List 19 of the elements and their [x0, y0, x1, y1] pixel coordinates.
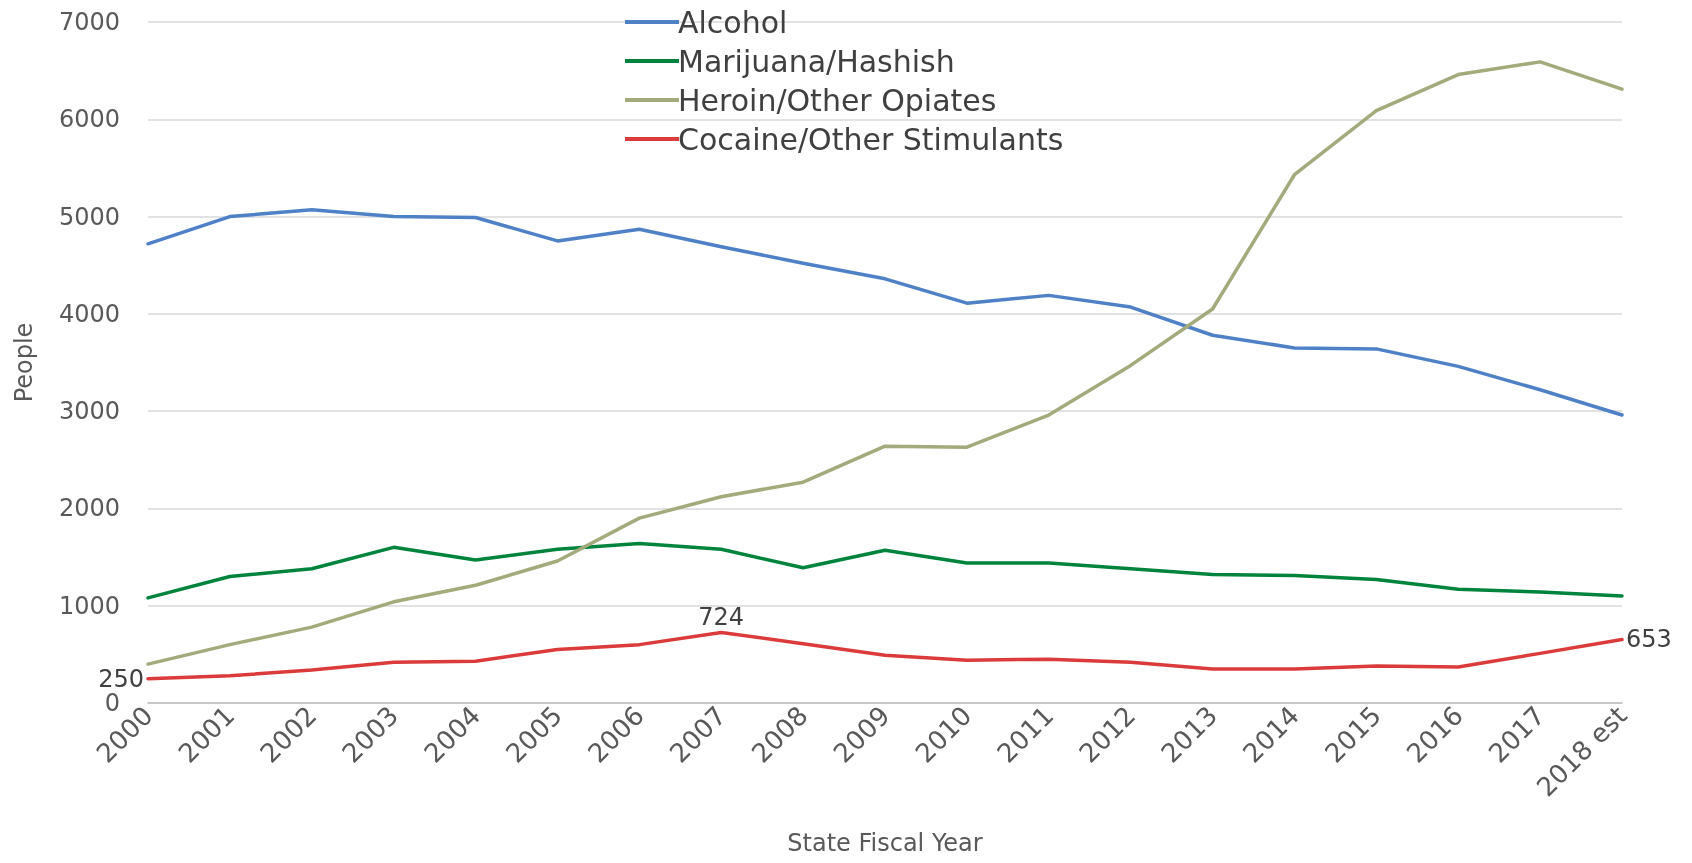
y-tick-label: 1000	[58, 591, 120, 620]
legend-label: Alcohol	[678, 4, 788, 40]
x-axis-title: State Fiscal Year	[787, 829, 983, 857]
legend-label: Cocaine/Other Stimulants	[678, 121, 1064, 157]
line-series	[146, 208, 1624, 417]
legend-label: Marijuana/Hashish	[678, 43, 955, 79]
y-tick-label: 6000	[58, 105, 120, 134]
legend-label: Heroin/Other Opiates	[678, 82, 997, 118]
data-label: 250	[98, 664, 144, 693]
y-tick-label: 2000	[58, 494, 120, 523]
y-tick-label: 5000	[58, 202, 120, 231]
y-tick-label: 3000	[58, 397, 120, 426]
line-series	[146, 630, 1624, 681]
y-tick-label: 7000	[58, 8, 120, 36]
y-tick-label: 4000	[58, 299, 120, 328]
line-series	[146, 541, 1624, 600]
data-label: 724	[698, 602, 745, 631]
data-label: 653	[1626, 625, 1672, 654]
y-axis-title: People	[10, 322, 38, 403]
